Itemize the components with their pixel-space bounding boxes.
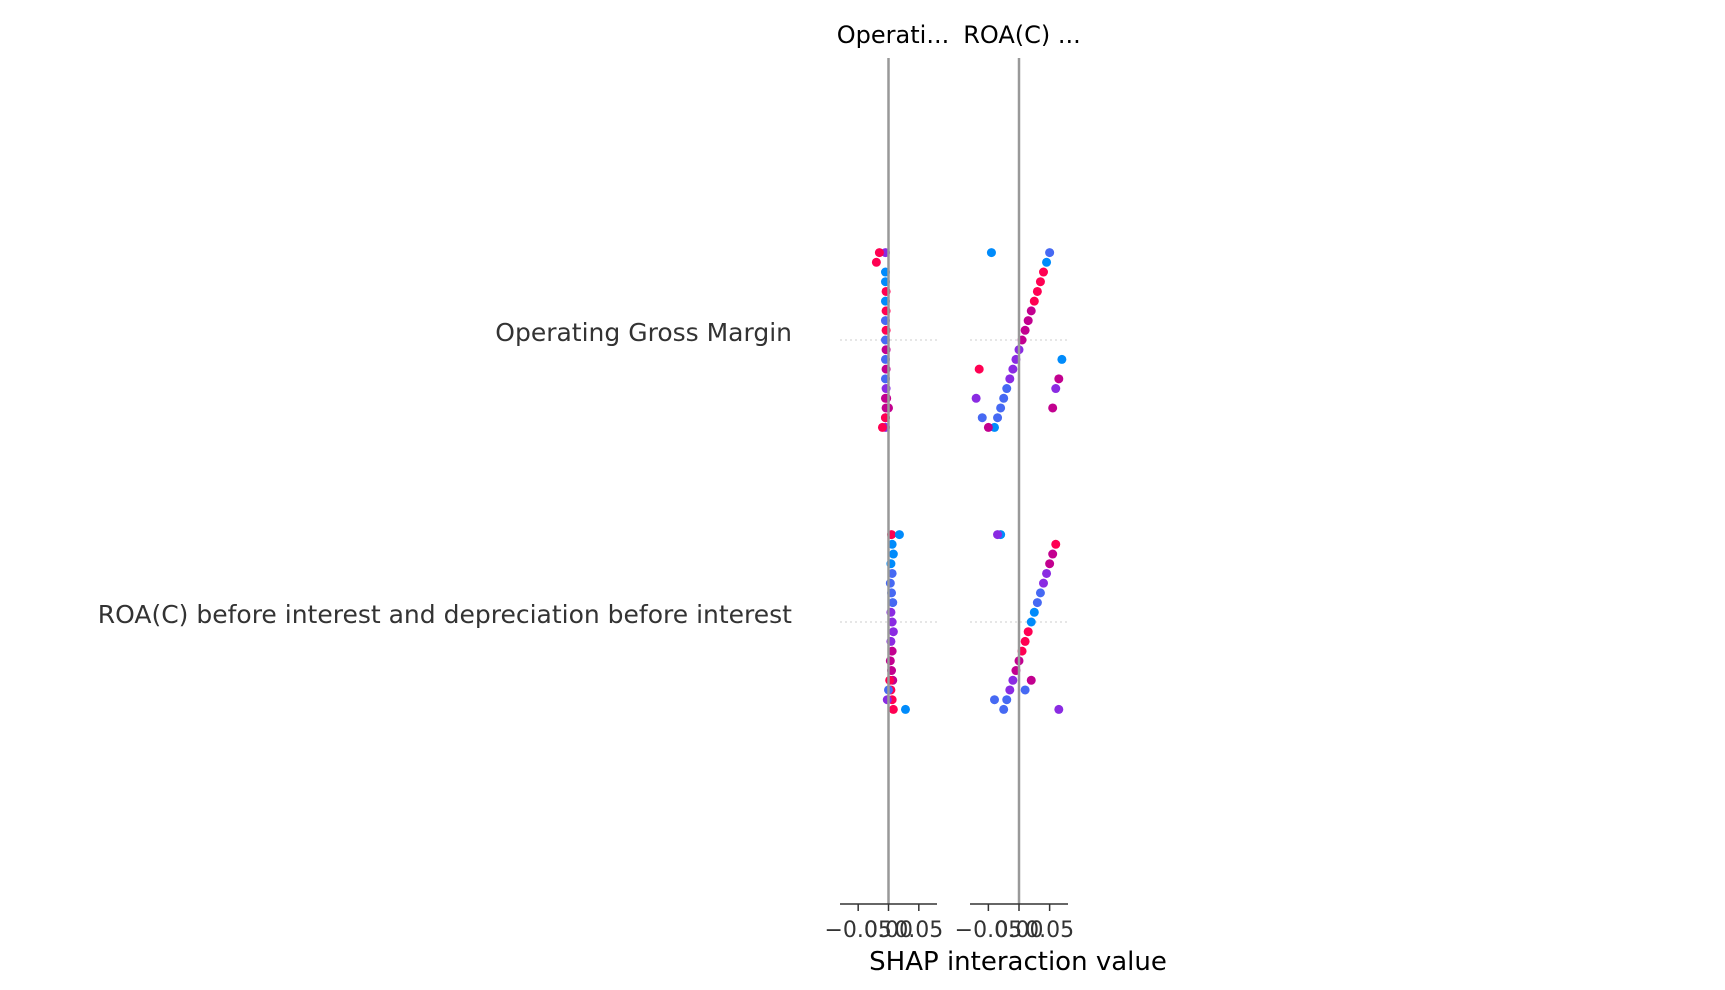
- panel-1-row-1-point-1: [999, 704, 1009, 714]
- panel-title-roa: ROA(C) ...: [963, 21, 1081, 49]
- panel-1-tick-label-0: −0.05: [955, 918, 1022, 943]
- panel-0-tick-label-2: 0.05: [894, 918, 943, 943]
- panel-1-row-0-point-21: [977, 413, 987, 423]
- panel-0-row-0-point-18: [871, 257, 881, 267]
- panel-1-tick-label-1: 0.00: [995, 918, 1044, 943]
- panel-1-row-1-point-17: [1048, 549, 1058, 559]
- panel-0-tick-label-1: 0.00: [864, 918, 913, 943]
- panel-1-row-1-point-12: [1032, 598, 1042, 608]
- chart-panels: −0.050.000.05 −0.050.000.05: [824, 58, 1074, 943]
- panel-1-row-1-point-22: [1020, 685, 1030, 695]
- panel-1-row-0-point-3: [996, 403, 1006, 413]
- panel-0-row-1-point-19: [894, 530, 904, 540]
- panel-1-row-0-point-20: [983, 422, 993, 432]
- panel-1-row-0-point-23: [971, 393, 981, 403]
- panel-1-row-1-point-8: [1020, 636, 1030, 646]
- panel-1-row-1-point-13: [1035, 588, 1045, 598]
- panel-0-row-1-point-14: [885, 578, 895, 588]
- panel-1-row-1-point-23: [1026, 675, 1036, 685]
- panel-1-row-0-point-5: [1002, 384, 1012, 394]
- panel-1-row-0-point-19: [1045, 248, 1055, 258]
- panel-1-row-0-point-0: [986, 248, 996, 258]
- panel-1-row-1-point-4: [1008, 675, 1018, 685]
- panel-1-row-0-point-7: [1008, 364, 1018, 374]
- panel-0-row-0-point-19: [874, 248, 884, 258]
- x-axis-label: SHAP interaction value: [869, 947, 1167, 977]
- panel-1-row-0-point-6: [1005, 374, 1015, 384]
- panel-1-row-1-point-3: [1005, 685, 1015, 695]
- panel-1-row-1-point-11: [1029, 607, 1039, 617]
- panel-0-tick-label-0: −0.05: [824, 918, 891, 943]
- panel-0-row-1-point-9: [888, 627, 898, 637]
- panel-1-row-1-point-9: [1023, 627, 1033, 637]
- panel-1-row-0-point-22: [1048, 403, 1058, 413]
- panel-1-row-0-point-12: [1023, 316, 1033, 326]
- panel-1-row-0-point-25: [1054, 374, 1064, 384]
- panel-0-row-0-point-23: [882, 393, 892, 403]
- panel-1-row-0-point-13: [1026, 306, 1036, 316]
- panel-0-row-1-point-7: [887, 646, 897, 656]
- feature-label-roa-c: ROA(C) before interest and depreciation …: [98, 600, 792, 629]
- panel-1-row-1-point-14: [1039, 578, 1048, 588]
- panel-1-row-0-point-11: [1020, 325, 1030, 335]
- panel-1-tick-label-2: 0.05: [1025, 918, 1074, 943]
- panel-1-row-1-point-2: [1002, 695, 1012, 705]
- panel-1-row-1-point-16: [1045, 559, 1055, 569]
- panel-1-row-0-point-4: [999, 393, 1009, 403]
- panel-1-row-0-point-15: [1032, 286, 1042, 296]
- panel-1-row-0-point-26: [974, 364, 984, 374]
- panel-1-row-0-point-17: [1039, 267, 1048, 277]
- panel-0-row-0-point-20: [877, 422, 887, 432]
- panel-0-row-1-point-12: [888, 598, 898, 608]
- panel-0-row-1-point-17: [888, 549, 898, 559]
- panel-1-row-0-point-14: [1029, 296, 1039, 306]
- panel-1-row-1-point-21: [990, 695, 999, 705]
- panel-1-row-0-point-24: [1051, 384, 1061, 394]
- panel-1-row-0-point-18: [1042, 257, 1052, 267]
- panel-0-row-1-point-18: [887, 539, 897, 549]
- panel-1-row-0-point-16: [1035, 277, 1045, 287]
- panel-0-row-1-point-1: [888, 704, 898, 714]
- panel-title-operating: Operati...: [837, 21, 949, 49]
- panel-1-row-1-point-20: [1054, 704, 1064, 714]
- panel-0-row-1-point-20: [900, 704, 910, 714]
- panel-1-row-1-point-10: [1026, 617, 1036, 627]
- panel-1-row-1-point-19: [993, 530, 1003, 540]
- feature-label-operating-gross-margin: Operating Gross Margin: [495, 318, 792, 347]
- panel-0-row-1-point-6: [885, 656, 895, 666]
- panel-1-row-1-point-15: [1042, 568, 1052, 578]
- panel-1-row-0-point-27: [1057, 354, 1067, 364]
- panel-1-row-1-point-18: [1051, 539, 1061, 549]
- panel-0-row-1-point-10: [887, 617, 897, 627]
- panel-1-row-0-point-2: [993, 413, 1003, 423]
- panel-0-row-1-point-15: [887, 568, 897, 578]
